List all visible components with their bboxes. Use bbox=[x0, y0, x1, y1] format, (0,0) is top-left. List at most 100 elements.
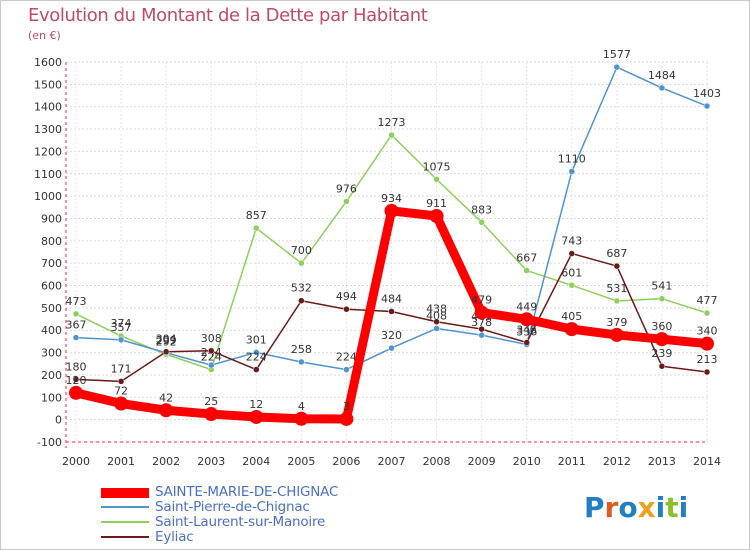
data-point bbox=[658, 84, 666, 92]
data-point bbox=[658, 295, 666, 302]
data-label: 743 bbox=[561, 235, 582, 248]
data-point bbox=[298, 259, 305, 267]
y-tick-label: 100 bbox=[41, 391, 62, 404]
y-tick-label: 1200 bbox=[34, 145, 62, 158]
y-tick-label: 1400 bbox=[34, 101, 62, 114]
series-0: 473 374 292 224 857 700 976 1273 1075 883 667 601 53… bbox=[66, 116, 718, 373]
x-tick-label: 2014 bbox=[693, 455, 721, 468]
logo-letter: r bbox=[604, 491, 619, 524]
data-point bbox=[298, 297, 305, 304]
data-point bbox=[519, 312, 534, 327]
data-label: 213 bbox=[697, 353, 718, 366]
data-point bbox=[613, 262, 621, 270]
data-label: 299 bbox=[156, 334, 177, 347]
data-label: 494 bbox=[336, 290, 357, 303]
data-label: 541 bbox=[651, 280, 672, 293]
data-point bbox=[388, 344, 395, 352]
data-point bbox=[388, 131, 395, 139]
x-tick-label: 2010 bbox=[513, 455, 541, 468]
y-tick-label: 300 bbox=[41, 347, 62, 360]
data-point bbox=[658, 362, 666, 370]
series-2: 180 171 304 308 224 532 494 484 438 405 345 743 687 2… bbox=[66, 235, 718, 385]
series-3: 120 72 42 25 12 4 3 934 911 479 449 405 379 360 340 bbox=[66, 192, 718, 426]
data-label: 360 bbox=[651, 320, 672, 333]
data-label: 477 bbox=[697, 294, 718, 307]
data-label: 357 bbox=[111, 321, 132, 334]
data-point bbox=[478, 325, 485, 333]
x-tick-label: 2011 bbox=[558, 455, 586, 468]
data-point bbox=[72, 334, 80, 341]
x-tick-label: 2003 bbox=[197, 455, 225, 468]
x-tick-label: 2005 bbox=[287, 455, 315, 468]
data-label: 687 bbox=[606, 247, 627, 260]
data-label: 336 bbox=[516, 326, 537, 339]
y-tick-label: -100 bbox=[37, 436, 62, 449]
legend-label-eyliac: Eyliac bbox=[155, 529, 194, 545]
data-point bbox=[159, 403, 174, 418]
data-label: 258 bbox=[291, 343, 312, 356]
data-label: 449 bbox=[516, 300, 537, 313]
chart-title: Evolution du Montant de la Dette par Hab… bbox=[28, 5, 428, 26]
chart-unit: (en €) bbox=[28, 29, 61, 42]
data-point bbox=[654, 332, 669, 347]
data-label: 1577 bbox=[603, 48, 631, 61]
data-point bbox=[294, 411, 309, 426]
data-label: 345 bbox=[516, 324, 537, 337]
data-point bbox=[433, 318, 440, 325]
data-point bbox=[253, 224, 260, 232]
data-label: 1110 bbox=[558, 153, 586, 166]
data-label: 601 bbox=[561, 266, 582, 279]
data-label: 479 bbox=[471, 294, 492, 307]
data-point bbox=[703, 368, 711, 376]
data-label: 72 bbox=[114, 385, 128, 398]
x-tick-label: 2013 bbox=[648, 455, 676, 468]
legend-swatch-saint-pierre bbox=[101, 506, 149, 508]
data-point bbox=[253, 349, 260, 356]
data-label: 239 bbox=[651, 347, 672, 360]
x-tick-label: 2002 bbox=[152, 455, 180, 468]
data-point bbox=[72, 376, 80, 383]
data-label: 934 bbox=[381, 192, 402, 205]
data-label: 171 bbox=[111, 362, 132, 375]
y-tick-label: 1100 bbox=[34, 168, 62, 181]
x-tick-label: 2004 bbox=[242, 455, 270, 468]
data-point bbox=[298, 358, 305, 366]
data-point bbox=[339, 411, 354, 426]
logo-letter: o bbox=[618, 491, 638, 524]
data-label: 1075 bbox=[423, 160, 451, 173]
data-point bbox=[72, 310, 80, 318]
data-point bbox=[609, 327, 624, 342]
data-point bbox=[703, 309, 711, 317]
y-tick-label: 200 bbox=[41, 369, 62, 382]
y-tick-label: 1600 bbox=[34, 56, 62, 69]
data-point bbox=[343, 305, 350, 313]
data-label: 484 bbox=[381, 292, 402, 305]
data-point bbox=[700, 336, 714, 351]
data-point bbox=[703, 102, 711, 110]
data-label: 180 bbox=[66, 360, 87, 373]
data-label: 304 bbox=[156, 333, 177, 346]
logo-letter: i bbox=[655, 491, 666, 524]
data-point bbox=[568, 282, 576, 289]
data-label: 700 bbox=[291, 244, 312, 257]
data-point bbox=[523, 339, 530, 346]
data-point bbox=[474, 305, 489, 320]
logo-letter: P bbox=[584, 491, 605, 524]
data-label: 976 bbox=[336, 182, 357, 195]
data-point bbox=[117, 336, 125, 344]
data-label: 379 bbox=[606, 316, 627, 329]
data-point bbox=[69, 385, 83, 400]
series-1: 3673572992443012582243204083783361110157… bbox=[66, 48, 721, 373]
data-label: 308 bbox=[201, 332, 222, 345]
data-point bbox=[568, 250, 576, 257]
legend-swatch-sainte-marie bbox=[101, 488, 149, 498]
data-label: 911 bbox=[426, 197, 447, 210]
logo-letter: i bbox=[678, 491, 689, 524]
x-tick-label: 2007 bbox=[378, 455, 406, 468]
legend-label-saint-pierre: Saint-Pierre-de-Chignac bbox=[155, 499, 310, 515]
y-tick-label: 1300 bbox=[34, 123, 62, 136]
data-label: 1484 bbox=[648, 69, 676, 82]
x-tick-label: 2012 bbox=[603, 455, 631, 468]
